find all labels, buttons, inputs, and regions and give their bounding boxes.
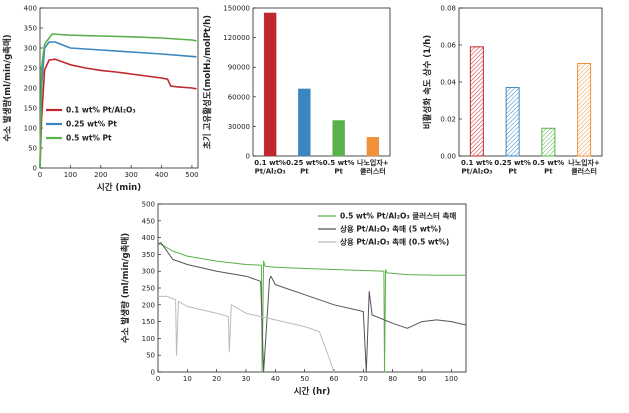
series-line-2 <box>39 41 197 169</box>
category-label-2: 0.25 wt% <box>494 159 531 167</box>
x-tick-label: 500 <box>185 171 198 179</box>
chart-hydrogen-evolution-hr: 0 50 100 150 200 250 300 350 400 450 500 0 10 20 30 40 5… <box>120 201 467 397</box>
chart-hydrogen-evolution-min: 0 50 100 150 200 250 300 350 400 0 100 200 300 400 500… <box>2 5 199 194</box>
bar-4 <box>577 63 592 157</box>
legend-label-1: 0.1 wt% Pt/Al₂O₃ <box>66 106 136 115</box>
y-tick-label: 120000 <box>223 34 250 42</box>
legend-label-2: 0.25 wt% Pt <box>66 120 117 129</box>
bar-4 <box>366 137 380 157</box>
x-tick-label: 100 <box>64 171 77 179</box>
series-line-3 <box>39 33 197 169</box>
category-label-3: Pt <box>544 168 553 176</box>
y-tick-label: 0.08 <box>440 5 456 13</box>
y-tick-label: 250 <box>142 285 155 293</box>
series-line-1 <box>158 243 466 373</box>
y-axis-label: 수소 발생량(ml/min/g촉매) <box>2 34 13 141</box>
bar-1 <box>263 12 277 157</box>
x-tick-label: 40 <box>271 375 280 383</box>
category-label-1: Pt/Al₂O₃ <box>255 168 286 176</box>
category-label-3: 0.5 wt% <box>323 159 355 167</box>
y-tick-label: 150000 <box>223 5 250 13</box>
y-tick-label: 350 <box>24 25 37 33</box>
x-tick-label: 400 <box>155 171 168 179</box>
y-tick-label: 400 <box>142 234 155 242</box>
series-line-1 <box>39 58 197 169</box>
category-label-3: 0.5 wt% <box>533 159 565 167</box>
y-tick-label: 300 <box>24 45 37 53</box>
x-tick-label: 10 <box>183 375 192 383</box>
y-tick-label: 50 <box>28 145 37 153</box>
y-axis-label: 비활성화 속도 상수 (1/h) <box>422 35 433 129</box>
y-tick-label: 400 <box>24 5 37 13</box>
x-tick-label: 100 <box>445 375 458 383</box>
category-label-3: Pt <box>334 168 343 176</box>
plot-frame <box>39 7 199 169</box>
y-axis-label: 수소 발생량 (ml/min/g촉매) <box>120 233 131 343</box>
y-tick-label: 100 <box>24 125 37 133</box>
x-tick-label: 70 <box>359 375 368 383</box>
y-tick-label: 0.04 <box>440 79 456 87</box>
legend-label-2: 상용 Pt/Al₂O₃ 촉매 (5 wt%) <box>340 224 441 234</box>
bar-2 <box>298 88 311 157</box>
x-tick-label: 50 <box>300 375 309 383</box>
category-label-4: 나노입자+ <box>357 158 389 167</box>
category-label-4: 나노입자+ <box>568 158 600 167</box>
y-tick-label: 0.02 <box>440 116 456 124</box>
chart-initial-activity: 0 30000 60000 90000 120000 150000 0.1 wt%Pt/Al… <box>202 5 391 176</box>
x-tick-label: 90 <box>418 375 427 383</box>
x-tick-label: 30 <box>242 375 251 383</box>
y-tick-label: 0 <box>33 165 37 173</box>
x-tick-label: 0 <box>156 375 160 383</box>
category-label-2: Pt <box>508 168 517 176</box>
y-tick-label: 100 <box>142 335 155 343</box>
x-axis-label: 시간 (hr) <box>294 386 331 397</box>
y-tick-label: 0 <box>246 153 250 161</box>
bar-1 <box>469 46 484 157</box>
y-tick-label: 50 <box>146 352 155 360</box>
y-tick-label: 200 <box>142 301 155 309</box>
y-tick-label: 300 <box>142 268 155 276</box>
series-line-3 <box>158 295 335 373</box>
y-axis-label: 초기 고유활성도(molH₂/molPt/h) <box>202 15 213 149</box>
y-tick-label: 250 <box>24 65 37 73</box>
y-tick-label: 0.06 <box>440 42 456 50</box>
x-tick-label: 80 <box>388 375 397 383</box>
y-tick-label: 150 <box>24 105 37 113</box>
chart-deactivation-constant: 0.00 0.02 0.04 0.06 0.08 0.1 wt%Pt/Al₂O₃0.25 … <box>422 5 603 176</box>
category-label-1: 0.1 wt% <box>254 159 286 167</box>
legend-label-1: 0.5 wt% Pt/Al₂O₃ 클러스터 촉매 <box>340 211 456 221</box>
category-label-1: 0.1 wt% <box>461 159 493 167</box>
category-label-4: 클러스터 <box>571 167 597 176</box>
x-tick-label: 60 <box>330 375 339 383</box>
legend-label-3: 상용 Pt/Al₂O₃ 촉매 (0.5 wt%) <box>340 237 449 247</box>
x-axis-label: 시간 (min) <box>97 182 141 193</box>
category-label-4: 클러스터 <box>360 167 386 176</box>
y-tick-label: 200 <box>24 85 37 93</box>
y-tick-label: 450 <box>142 217 155 225</box>
category-label-2: Pt <box>300 168 309 176</box>
category-label-2: 0.25 wt% <box>286 159 323 167</box>
bar-3 <box>332 120 345 157</box>
bar-2 <box>505 87 520 157</box>
series-line-2 <box>157 242 467 373</box>
y-tick-label: 0 <box>151 369 155 377</box>
legend-label-3: 0.5 wt% Pt <box>66 134 112 143</box>
y-tick-label: 30000 <box>228 123 250 131</box>
y-tick-label: 350 <box>142 251 155 259</box>
category-label-1: Pt/Al₂O₃ <box>461 168 492 176</box>
x-tick-label: 300 <box>124 171 137 179</box>
plot-frame <box>252 7 391 157</box>
y-tick-label: 500 <box>142 201 155 209</box>
x-tick-label: 0 <box>38 171 42 179</box>
y-tick-label: 90000 <box>228 64 250 72</box>
bar-3 <box>541 127 556 157</box>
y-tick-label: 60000 <box>228 93 250 101</box>
x-tick-label: 200 <box>94 171 107 179</box>
y-tick-label: 0.00 <box>440 153 456 161</box>
x-tick-label: 20 <box>212 375 221 383</box>
y-tick-label: 150 <box>142 318 155 326</box>
